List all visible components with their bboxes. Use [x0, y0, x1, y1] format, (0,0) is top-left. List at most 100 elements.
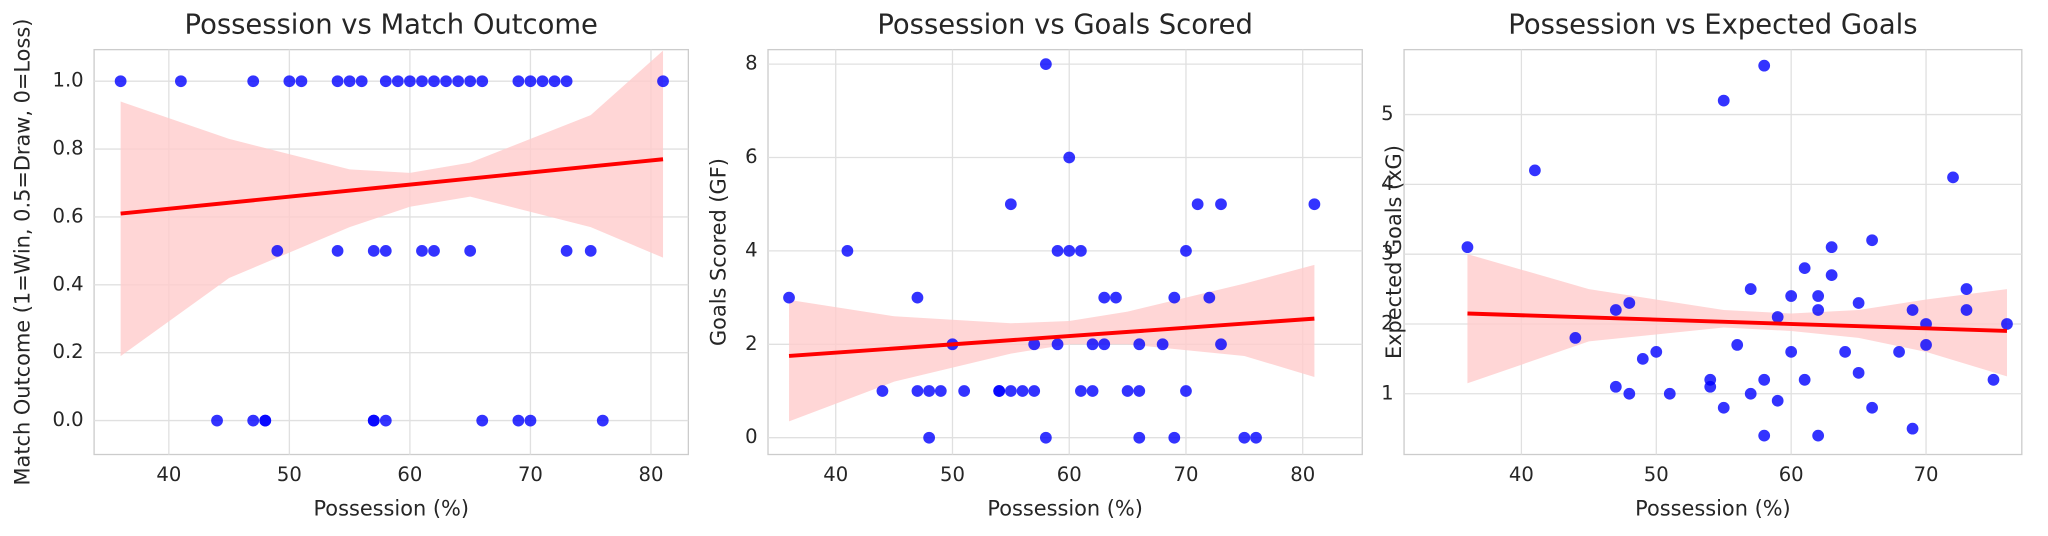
- data-point: [1758, 429, 1771, 442]
- confidence-band: [120, 50, 664, 357]
- x-tick-label: 50: [277, 463, 302, 486]
- data-point: [1004, 198, 1017, 211]
- data-point: [1250, 431, 1262, 444]
- data-point: [934, 385, 947, 397]
- data-point: [958, 385, 971, 397]
- data-point: [1051, 245, 1064, 257]
- data-point: [923, 431, 936, 444]
- data-point: [1110, 291, 1122, 304]
- data-point: [1825, 241, 1838, 254]
- data-point: [416, 75, 428, 88]
- data-point: [404, 75, 416, 88]
- x-tick-label: 40: [1509, 463, 1534, 486]
- data-point: [283, 75, 296, 88]
- data-point: [1039, 58, 1052, 70]
- y-axis-label: Goals Scored (GF): [707, 158, 731, 346]
- data-point: [1771, 311, 1784, 323]
- data-point: [657, 75, 669, 88]
- chart-title: Possession vs Goals Scored: [877, 10, 1253, 41]
- data-point: [247, 75, 260, 88]
- data-point: [1098, 291, 1111, 304]
- data-point: [355, 75, 368, 88]
- data-point: [783, 291, 795, 304]
- data-point: [1168, 431, 1181, 444]
- data-point: [1609, 380, 1622, 393]
- data-point: [259, 414, 272, 427]
- regression-line: [788, 316, 1315, 358]
- data-point: [596, 414, 609, 427]
- y-axis-label: Expected Goals (xG): [1382, 145, 1406, 359]
- data-point: [1852, 297, 1865, 309]
- x-tick-label: 60: [1779, 463, 1804, 486]
- data-point: [1839, 346, 1851, 358]
- data-point: [416, 245, 428, 257]
- data-point: [247, 414, 260, 427]
- data-point: [536, 75, 549, 88]
- data-point: [1906, 304, 1919, 316]
- data-point: [1920, 339, 1932, 351]
- confidence-band: [1467, 254, 2007, 384]
- data-point: [1812, 304, 1825, 316]
- data-point: [1758, 59, 1771, 72]
- data-point: [1121, 385, 1134, 397]
- x-tick-label: 50: [940, 463, 965, 486]
- data-point: [1308, 198, 1321, 211]
- data-point: [440, 75, 452, 88]
- confidence-band: [789, 264, 1315, 422]
- x-tick-label: 80: [1290, 463, 1315, 486]
- data-point: [1461, 241, 1474, 254]
- data-point: [1180, 385, 1192, 397]
- data-point: [923, 385, 936, 397]
- data-point: [391, 75, 404, 88]
- data-point: [1650, 346, 1663, 358]
- y-tick-label: 1: [1381, 381, 1393, 404]
- data-point: [1798, 262, 1811, 274]
- data-point: [1075, 245, 1087, 257]
- data-point: [379, 75, 392, 88]
- x-tick-label: 70: [1174, 463, 1199, 486]
- data-point: [1785, 290, 1798, 302]
- data-point: [876, 385, 889, 397]
- data-point: [1663, 387, 1676, 400]
- data-point: [464, 245, 477, 257]
- y-tick-label: 0.2: [53, 340, 84, 363]
- data-point: [1744, 283, 1757, 295]
- data-point: [1086, 385, 1099, 397]
- y-axis-label: Match Outcome (1=Win, 0.5=Draw, 0=Loss): [11, 19, 35, 486]
- data-point: [911, 291, 924, 304]
- data-point: [1825, 269, 1838, 281]
- data-point: [1852, 366, 1865, 379]
- data-point: [428, 75, 440, 88]
- data-point: [1987, 373, 2000, 386]
- data-point: [1744, 387, 1757, 400]
- data-point: [1063, 245, 1076, 257]
- y-tick-label: 6: [745, 145, 757, 168]
- y-tick-label: 0.8: [53, 137, 84, 160]
- data-point: [1133, 338, 1146, 351]
- data-point: [1609, 304, 1622, 316]
- data-point: [548, 75, 561, 88]
- data-point: [331, 75, 344, 88]
- y-tick-label: 2: [745, 332, 757, 355]
- data-point: [2001, 318, 2013, 330]
- data-point: [1623, 297, 1636, 309]
- data-point: [1758, 373, 1771, 386]
- data-point: [1180, 245, 1192, 257]
- data-point: [428, 245, 440, 257]
- x-tick-label: 70: [518, 463, 543, 486]
- data-point: [1051, 338, 1064, 351]
- y-tick-label: 8: [745, 52, 757, 75]
- data-point: [175, 75, 187, 88]
- chart-title: Possession vs Match Outcome: [185, 10, 598, 41]
- data-point: [1785, 346, 1798, 358]
- data-point: [476, 75, 489, 88]
- data-point: [1731, 339, 1744, 351]
- y-tick-label: 0: [745, 425, 757, 448]
- data-point: [1086, 338, 1099, 351]
- y-tick-label: 5: [1381, 102, 1393, 125]
- data-point: [1812, 429, 1825, 442]
- data-point: [1529, 164, 1541, 177]
- data-point: [1075, 385, 1087, 397]
- data-point: [452, 75, 464, 88]
- data-point: [476, 414, 489, 427]
